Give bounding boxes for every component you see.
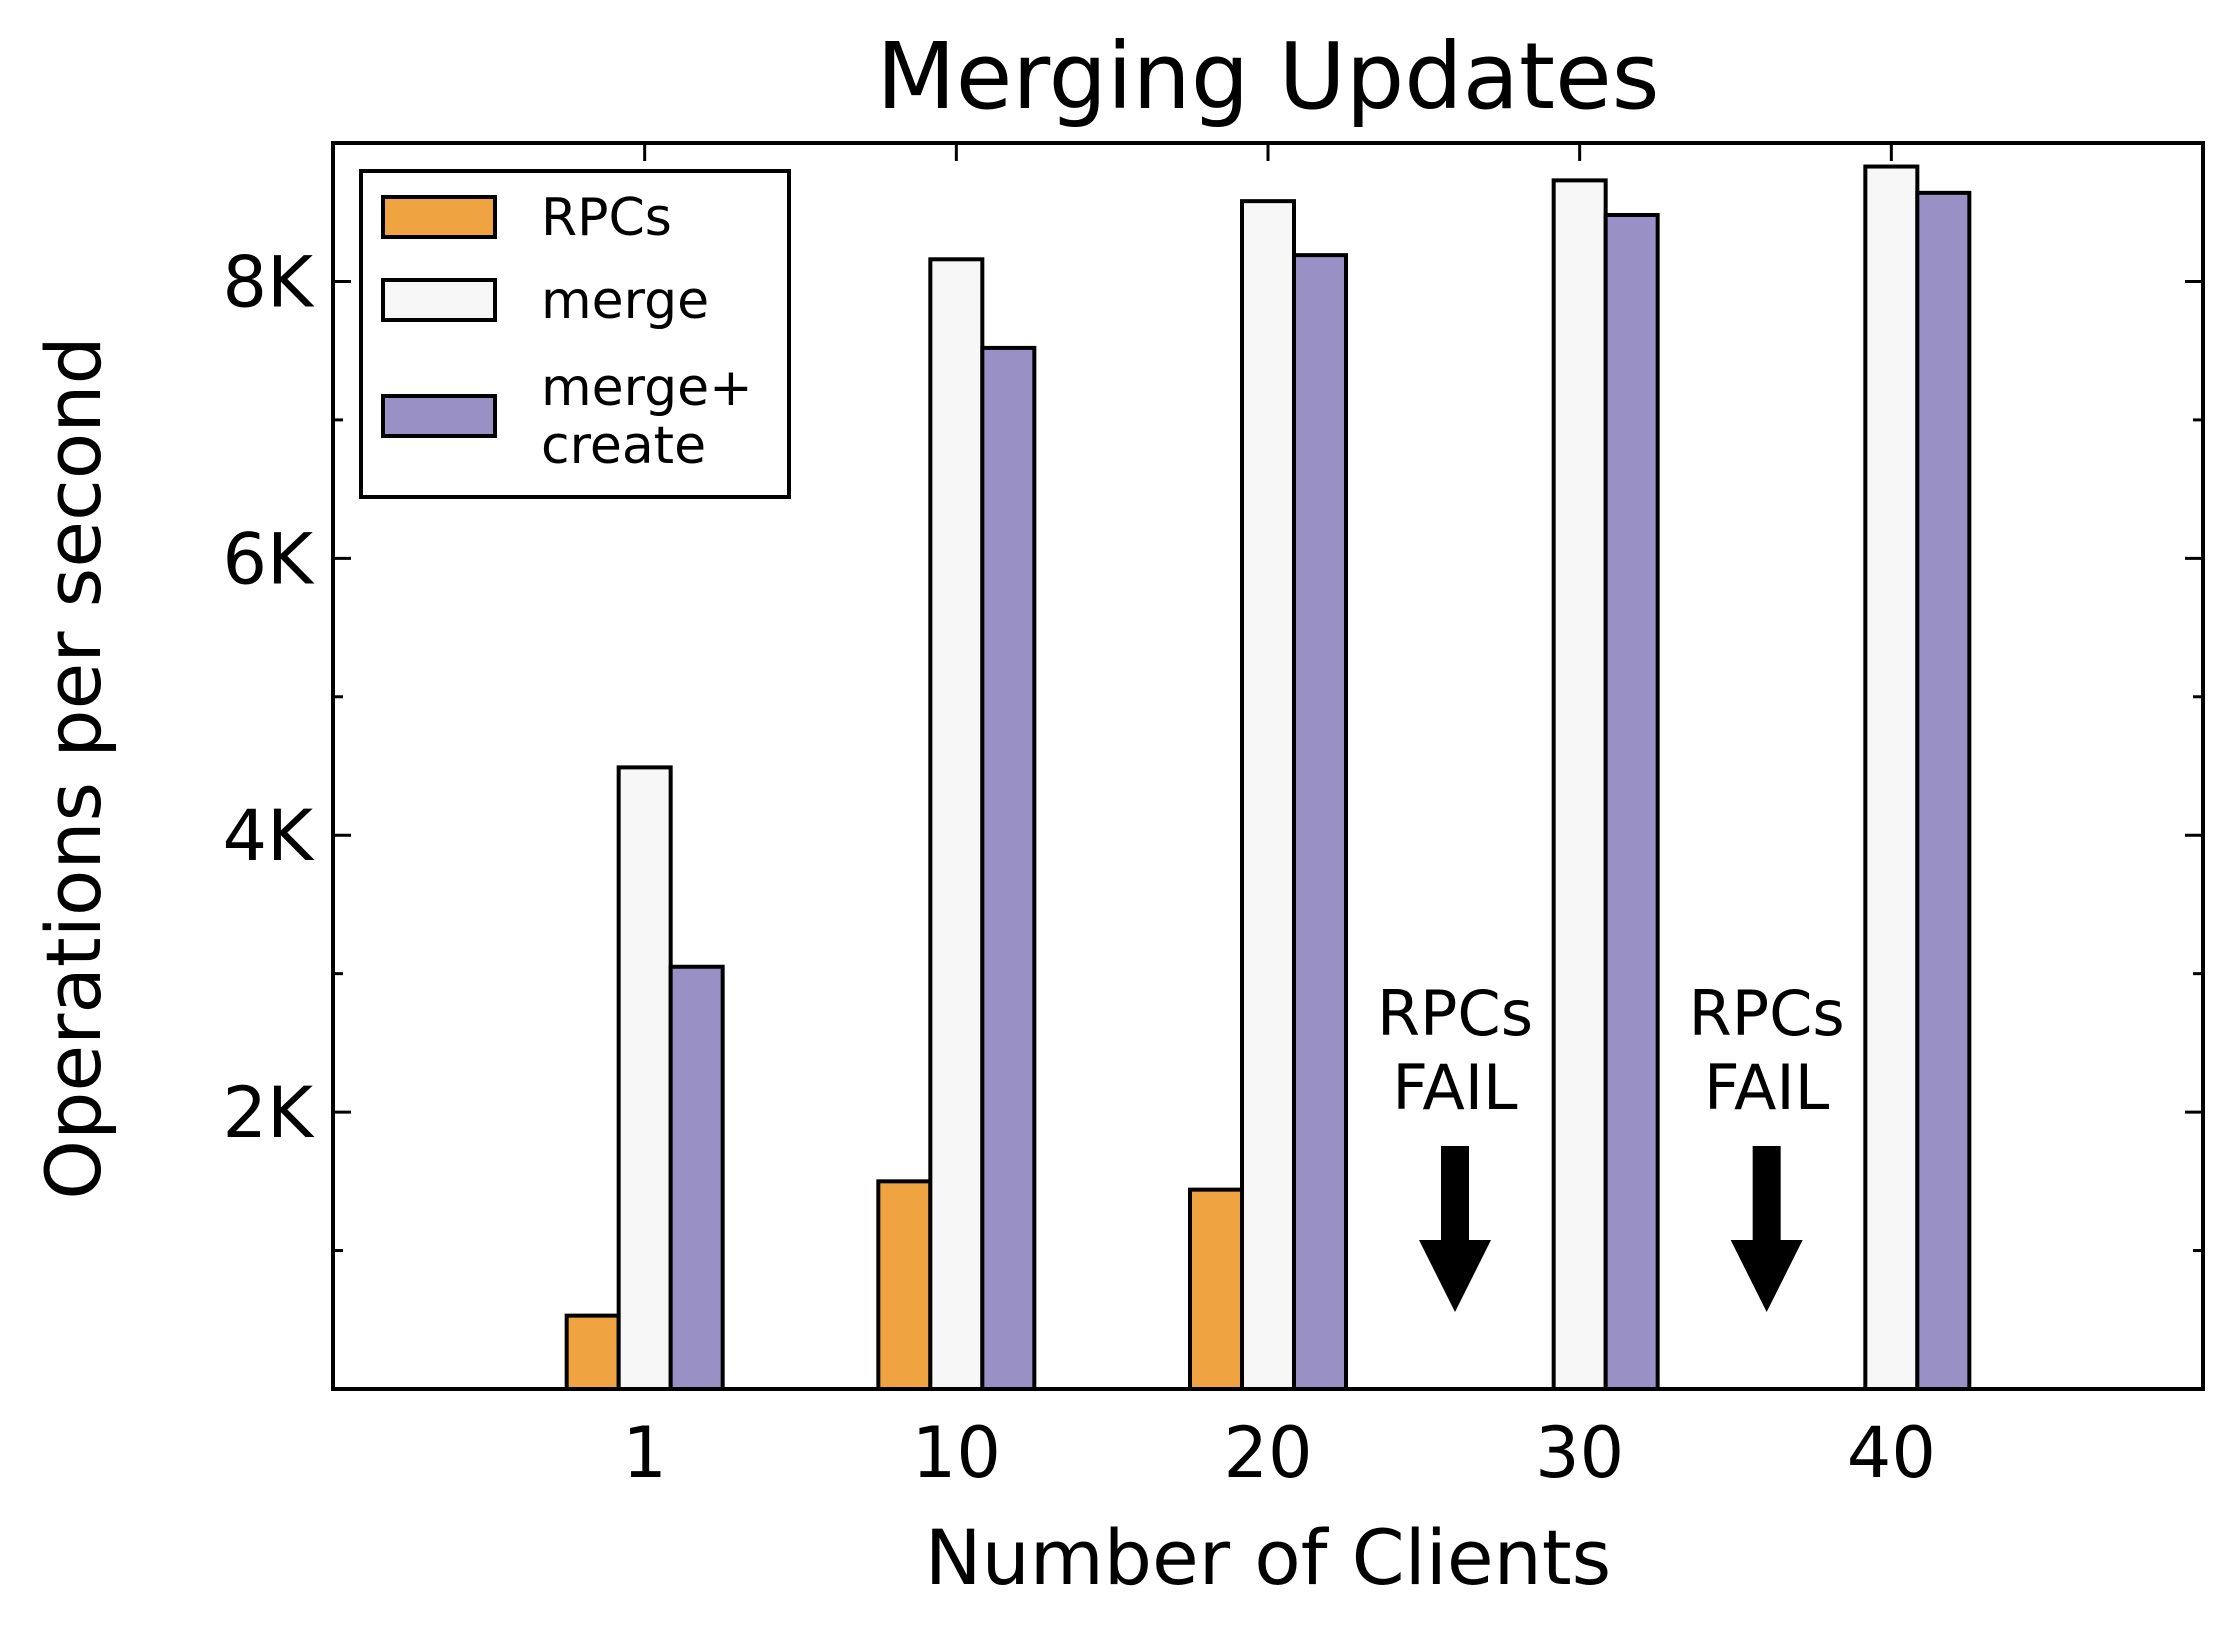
y-axis-label: Operations per second — [29, 336, 118, 1199]
bar-series-1-cat-0 — [616, 765, 673, 1391]
x-tick-label: 10 — [912, 1412, 1001, 1494]
y-tick-label: 8K — [223, 241, 316, 323]
x-axis: 1 10 20 30 40 — [622, 143, 1936, 1494]
x-tick-label: 20 — [1223, 1412, 1312, 1494]
legend-swatch — [381, 278, 497, 322]
y-tick-label: 6K — [223, 518, 316, 600]
bar-series-1-cat-1 — [928, 257, 985, 1391]
y-tick-label: 2K — [223, 1072, 316, 1154]
y-axis: 2K 4K 6K 8K — [223, 241, 2203, 1253]
chart-title: Merging Updates — [876, 23, 1659, 130]
legend-label: create — [541, 416, 706, 476]
bar-series-0-cat-1 — [876, 1179, 933, 1392]
x-tick-label: 30 — [1535, 1412, 1624, 1494]
x-tick-label: 40 — [1847, 1412, 1936, 1494]
bar-series-1-cat-2 — [1240, 199, 1296, 1392]
legend-label: RPCs — [541, 188, 672, 248]
bar-series-2-cat-1 — [980, 345, 1037, 1391]
legend-label: merge — [541, 271, 709, 331]
annotation-text: FAIL — [1392, 1051, 1518, 1124]
x-axis-label: Number of Clients — [925, 1513, 1612, 1602]
annotation-text: RPCs — [1377, 977, 1533, 1050]
bar-series-2-cat-3 — [1603, 212, 1660, 1392]
legend-swatch — [381, 394, 497, 438]
legend: RPCs merge merge+create — [359, 169, 791, 499]
bar-series-2-cat-4 — [1915, 190, 1972, 1392]
plot-area — [331, 141, 2205, 1391]
bar-series-1-cat-3 — [1551, 178, 1608, 1391]
down-arrow-icon — [1730, 1146, 1803, 1312]
bar-series-2-cat-0 — [668, 964, 725, 1391]
annotation-text: RPCs — [1689, 977, 1845, 1050]
y-tick-label: 4K — [223, 795, 316, 877]
x-tick-label: 1 — [622, 1412, 667, 1494]
bar-series-0-cat-2 — [1188, 1187, 1244, 1392]
bar-series-1-cat-4 — [1863, 164, 1920, 1392]
bar-series-0-cat-0 — [564, 1313, 621, 1391]
down-arrow-icon — [1419, 1146, 1491, 1312]
legend-label: merge+ — [541, 358, 753, 418]
annotation-text: FAIL — [1704, 1051, 1830, 1124]
legend-swatch — [381, 195, 497, 239]
bar-series-2-cat-2 — [1292, 253, 1348, 1391]
